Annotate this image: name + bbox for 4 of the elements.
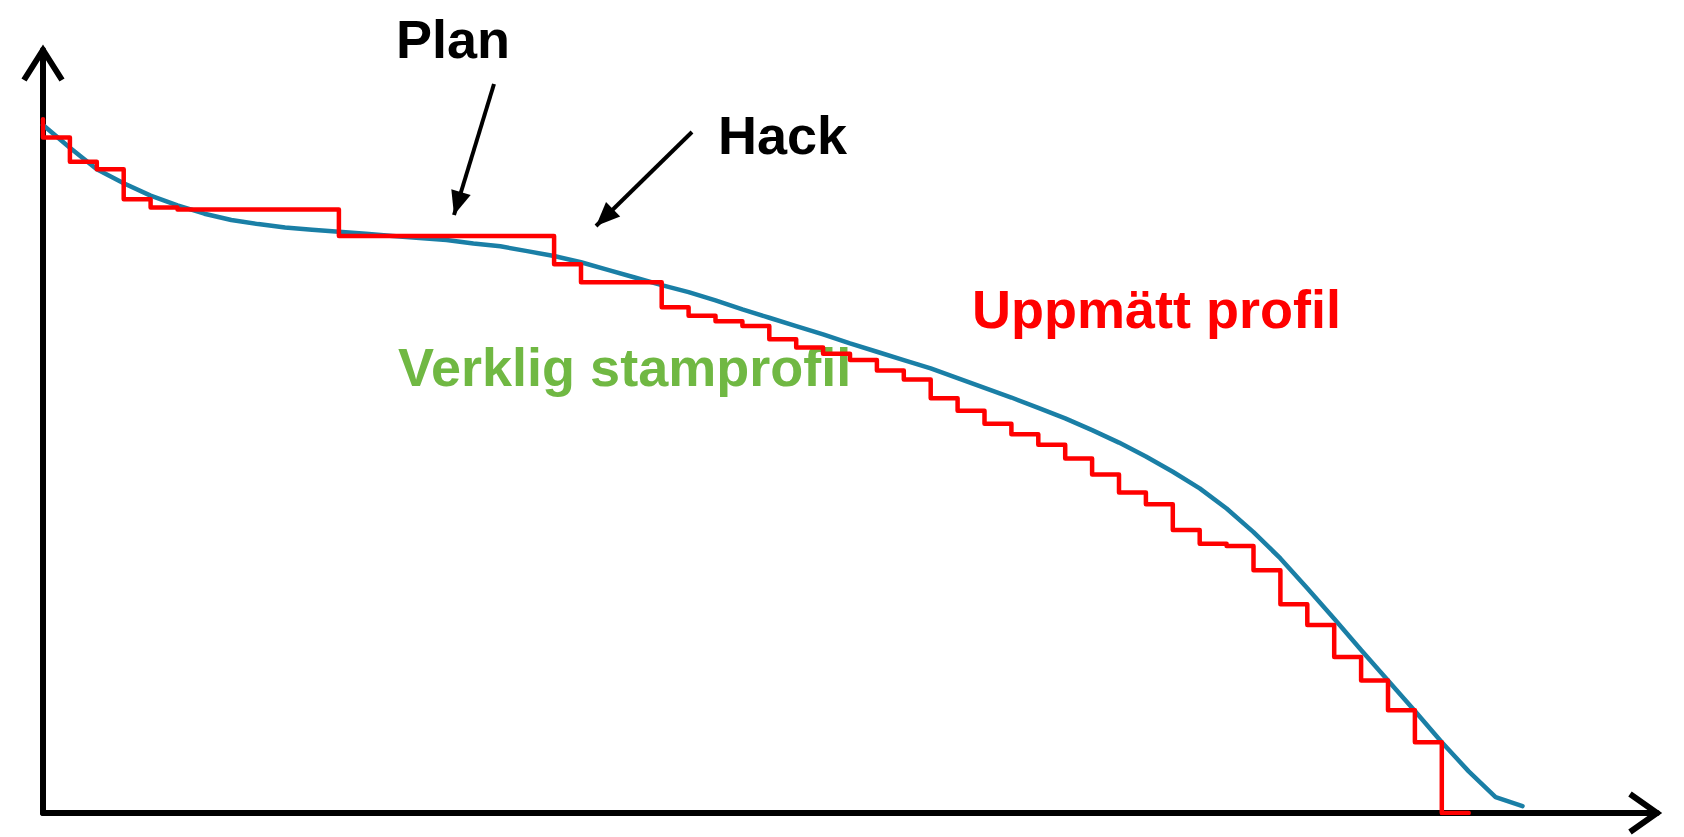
series-label: Verklig stamprofil bbox=[398, 337, 852, 397]
annotation: Hack bbox=[718, 105, 849, 165]
text: Plan bbox=[396, 9, 511, 69]
series-label: Uppmätt profil bbox=[972, 279, 1341, 339]
